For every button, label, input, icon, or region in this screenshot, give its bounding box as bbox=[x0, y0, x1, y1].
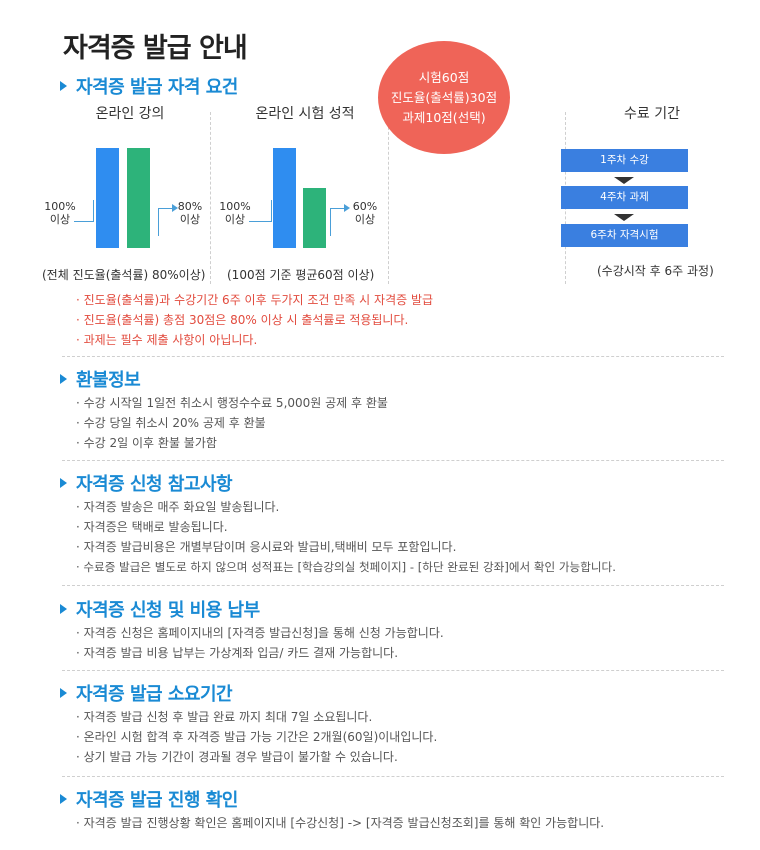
triangle-bullet-icon bbox=[60, 478, 67, 488]
list-item: · 수강 당일 취소시 20% 공제 후 환불 bbox=[76, 416, 266, 430]
list-item: · 자격증 발급 비용 납부는 가상계좌 입금/ 카드 결재 가능합니다. bbox=[76, 646, 399, 660]
section-heading-progress-check: 자격증 발급 진행 확인 bbox=[60, 786, 238, 812]
list-item: · 자격증 신청은 홈페이지내의 [자격증 발급신청]을 통해 신청 가능합니다… bbox=[76, 626, 444, 640]
lecture-caption: (전체 진도율(출석률) 80%이상) bbox=[42, 268, 206, 282]
column-divider bbox=[210, 112, 211, 284]
section-divider bbox=[62, 585, 724, 586]
triangle-bullet-icon bbox=[60, 794, 67, 804]
triangle-bullet-icon bbox=[60, 81, 67, 91]
period-caption: (수강시작 후 6주 과정) bbox=[597, 264, 714, 278]
triangle-bullet-icon bbox=[60, 374, 67, 384]
section-heading-application-payment: 자격증 신청 및 비용 납부 bbox=[60, 596, 260, 622]
period-step-1: 1주차 수강 bbox=[561, 149, 688, 172]
exam-right-label: 60% 이상 bbox=[352, 200, 378, 226]
lecture-right-label: 80% 이상 bbox=[177, 200, 203, 226]
arrow-right-icon bbox=[344, 204, 350, 212]
section-heading-label: 환불정보 bbox=[76, 370, 141, 391]
section-divider bbox=[62, 356, 724, 357]
bar-lecture-requirement bbox=[96, 148, 119, 248]
list-item: · 자격증 발송은 매주 화요일 발송됩니다. bbox=[76, 500, 280, 514]
lecture-left-label: 100% 이상 bbox=[44, 200, 76, 226]
criteria-line: 시험60점 bbox=[418, 69, 470, 85]
section-heading-issuance-period: 자격증 발급 소요기간 bbox=[60, 680, 233, 706]
lecture-right-leader-line bbox=[158, 208, 174, 236]
section-heading-label: 자격증 발급 소요기간 bbox=[76, 684, 233, 705]
column-title-online-lecture: 온라인 강의 bbox=[95, 106, 165, 122]
section-heading-refund: 환불정보 bbox=[60, 366, 141, 392]
arrow-right-icon bbox=[172, 204, 178, 212]
exam-right-leader-line bbox=[330, 208, 346, 236]
exam-left-leader-line bbox=[249, 200, 272, 222]
section-heading-label: 자격증 신청 참고사항 bbox=[76, 474, 233, 495]
section-heading-application-notes: 자격증 신청 참고사항 bbox=[60, 470, 233, 496]
bar-exam-threshold bbox=[303, 188, 326, 248]
list-item: · 자격증 발급 진행상황 확인은 홈페이지내 [수강신청] -> [자격증 발… bbox=[76, 816, 605, 830]
list-item: · 진도율(출석률)과 수강기간 6주 이후 두가지 조건 만족 시 자격증 발… bbox=[76, 293, 434, 307]
list-item: · 진도율(출석률) 총점 30점은 80% 이상 시 출석률로 적용됩니다. bbox=[76, 313, 409, 327]
application-payment-list: · 자격증 신청은 홈페이지내의 [자격증 발급신청]을 통해 신청 가능합니다… bbox=[76, 623, 444, 663]
bar-exam-requirement bbox=[273, 148, 296, 248]
list-item: · 수료증 발급은 별도로 하지 않으며 성적표는 [학습강의실 첫페이지] -… bbox=[76, 560, 616, 574]
section-divider bbox=[62, 670, 724, 671]
list-item: · 수강 시작일 1일전 취소시 행정수수료 5,000원 공제 후 환불 bbox=[76, 396, 388, 410]
list-item: · 자격증 발급 신청 후 발급 완료 까지 최대 7일 소요됩니다. bbox=[76, 710, 373, 724]
exam-left-label: 100% 이상 bbox=[219, 200, 251, 226]
criteria-line: 진도율(출석률)30점 bbox=[390, 89, 498, 105]
issuance-period-list: · 자격증 발급 신청 후 발급 완료 까지 최대 7일 소요됩니다. · 온라… bbox=[76, 707, 437, 767]
list-item: · 온라인 시험 합격 후 자격증 발급 가능 기간은 2개월(60일)이내입니… bbox=[76, 730, 438, 744]
period-step-2: 4주차 과제 bbox=[561, 186, 688, 209]
period-step-3: 6주차 자격시험 bbox=[561, 224, 688, 247]
list-item: · 자격증은 택배로 발송됩니다. bbox=[76, 520, 228, 534]
application-notes-list: · 자격증 발송은 매주 화요일 발송됩니다. · 자격증은 택배로 발송됩니다… bbox=[76, 497, 616, 577]
triangle-bullet-icon bbox=[60, 688, 67, 698]
criteria-circle: 시험60점 진도율(출석률)30점 과제10점(선택) bbox=[378, 41, 510, 154]
column-divider bbox=[388, 112, 389, 284]
triangle-bullet-icon bbox=[60, 604, 67, 614]
down-arrow-icon bbox=[614, 214, 634, 221]
column-title-period: 수료 기간 bbox=[624, 106, 680, 122]
requirements-notes: · 진도율(출석률)과 수강기간 6주 이후 두가지 조건 만족 시 자격증 발… bbox=[76, 290, 433, 350]
exam-caption: (100점 기준 평균60점 이상) bbox=[227, 268, 375, 282]
list-item: · 과제는 필수 제출 사항이 아닙니다. bbox=[76, 333, 258, 347]
down-arrow-icon bbox=[614, 177, 634, 184]
list-item: · 수강 2일 이후 환불 불가함 bbox=[76, 436, 217, 450]
list-item: · 자격증 발급비용은 개별부담이며 응시료와 발급비,택배비 모두 포함입니다… bbox=[76, 540, 457, 554]
refund-list: · 수강 시작일 1일전 취소시 행정수수료 5,000원 공제 후 환불 · … bbox=[76, 393, 388, 453]
requirements-diagram: 온라인 강의 100% 이상 80% 이상 (전체 진도율(출석률) 80%이상… bbox=[30, 100, 730, 290]
section-divider bbox=[62, 460, 724, 461]
column-title-online-exam: 온라인 시험 성적 bbox=[255, 106, 355, 122]
section-heading-label: 자격증 발급 진행 확인 bbox=[76, 790, 238, 811]
lecture-left-leader-line bbox=[74, 200, 94, 222]
section-heading-requirements: 자격증 발급 자격 요건 bbox=[60, 73, 238, 99]
progress-check-list: · 자격증 발급 진행상황 확인은 홈페이지내 [수강신청] -> [자격증 발… bbox=[76, 813, 604, 833]
bar-lecture-threshold bbox=[127, 148, 150, 248]
section-heading-label: 자격증 발급 자격 요건 bbox=[76, 77, 238, 98]
criteria-line: 과제10점(선택) bbox=[402, 109, 486, 125]
page-title: 자격증 발급 안내 bbox=[63, 33, 248, 64]
section-divider bbox=[62, 776, 724, 777]
list-item: · 상기 발급 가능 기간이 경과될 경우 발급이 불가할 수 있습니다. bbox=[76, 750, 398, 764]
section-heading-label: 자격증 신청 및 비용 납부 bbox=[76, 600, 260, 621]
